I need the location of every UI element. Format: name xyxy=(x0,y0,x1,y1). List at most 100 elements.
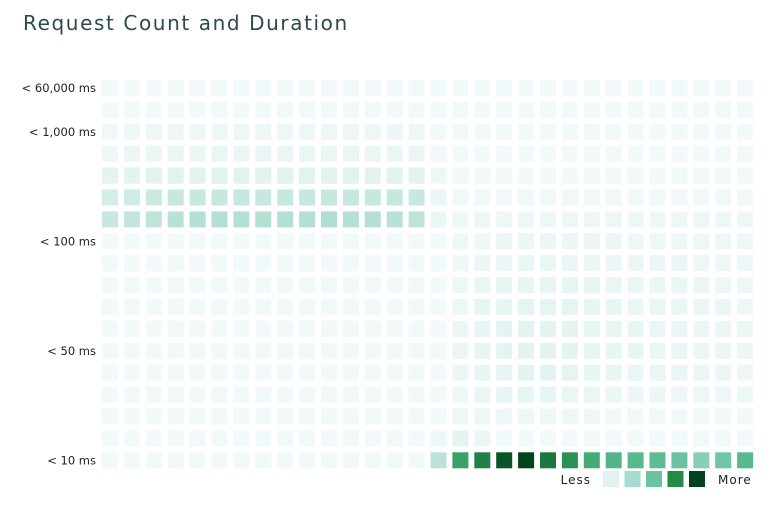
heatmap-cell xyxy=(474,320,491,337)
heatmap-cell xyxy=(496,364,513,381)
heatmap-cell xyxy=(561,80,578,96)
heatmap-cell xyxy=(167,123,184,140)
heatmap-cell xyxy=(277,386,294,403)
heatmap-cell xyxy=(540,386,556,403)
heatmap-cell xyxy=(737,386,754,403)
legend-more-label: More xyxy=(718,473,752,487)
heatmap-cell xyxy=(408,408,425,425)
heatmap-cell xyxy=(496,255,513,272)
heatmap-cell xyxy=(561,364,578,381)
heatmap-cell xyxy=(211,233,228,250)
heatmap-cell xyxy=(605,452,622,469)
heatmap-cell xyxy=(211,211,228,228)
heatmap-cell xyxy=(145,233,162,250)
heatmap-cell xyxy=(540,277,556,294)
heatmap-cell xyxy=(408,364,425,381)
heatmap-cell xyxy=(342,299,359,315)
heatmap-cell xyxy=(715,145,732,162)
heatmap-cell xyxy=(496,189,513,206)
heatmap-cell xyxy=(189,364,206,381)
heatmap-cell xyxy=(583,80,600,96)
heatmap-cell xyxy=(277,211,294,228)
heatmap-cell xyxy=(299,408,316,425)
heatmap-cell xyxy=(474,452,491,469)
heatmap-cell xyxy=(627,364,644,381)
heatmap-cell xyxy=(627,342,644,359)
heatmap-cell xyxy=(233,408,250,425)
heatmap-cell xyxy=(474,430,491,447)
heatmap-cell xyxy=(605,167,622,184)
heatmap-cell xyxy=(364,299,381,315)
heatmap-cell xyxy=(102,233,118,250)
heatmap-cell xyxy=(540,233,556,250)
heatmap-cell xyxy=(474,364,491,381)
heatmap-cell xyxy=(561,452,578,469)
heatmap-cell xyxy=(583,123,600,140)
heatmap-cell xyxy=(123,80,140,96)
heatmap-cell xyxy=(430,277,447,294)
heatmap-cell xyxy=(671,123,688,140)
heatmap-cell xyxy=(364,101,381,118)
heatmap-cell xyxy=(452,430,469,447)
heatmap-cell xyxy=(408,277,425,294)
heatmap-cell xyxy=(277,167,294,184)
heatmap-cell xyxy=(715,320,732,337)
heatmap-cell xyxy=(211,145,228,162)
heatmap-cell xyxy=(583,364,600,381)
heatmap-cell xyxy=(671,408,688,425)
heatmap-cell xyxy=(277,255,294,272)
heatmap-cell xyxy=(540,342,556,359)
heatmap-cell xyxy=(518,408,535,425)
heatmap-cell xyxy=(211,320,228,337)
heatmap-cell xyxy=(321,364,337,381)
heatmap-cell xyxy=(211,299,228,315)
heatmap-cell xyxy=(474,408,491,425)
heatmap-cell xyxy=(145,80,162,96)
heatmap-cell xyxy=(452,123,469,140)
heatmap-cell xyxy=(299,123,316,140)
heatmap-cell xyxy=(715,80,732,96)
heatmap-cell xyxy=(167,277,184,294)
heatmap-cell xyxy=(518,386,535,403)
heatmap-cell xyxy=(518,211,535,228)
heatmap-cell xyxy=(167,189,184,206)
heatmap-cell xyxy=(342,320,359,337)
heatmap-cell xyxy=(671,80,688,96)
heatmap-cell xyxy=(364,320,381,337)
heatmap-cell xyxy=(386,430,403,447)
heatmap-cell xyxy=(540,452,556,469)
heatmap-cell xyxy=(649,386,666,403)
heatmap-cell xyxy=(671,277,688,294)
heatmap-cell xyxy=(167,452,184,469)
heatmap-cell xyxy=(671,145,688,162)
heatmap-cell xyxy=(342,430,359,447)
heatmap-cell xyxy=(277,342,294,359)
heatmap-cell xyxy=(189,408,206,425)
heatmap-cell xyxy=(321,167,337,184)
heatmap-cell xyxy=(255,430,272,447)
heatmap-cell xyxy=(671,189,688,206)
heatmap-cell xyxy=(561,167,578,184)
heatmap-cell xyxy=(233,342,250,359)
heatmap-cell xyxy=(299,342,316,359)
heatmap-cell xyxy=(321,299,337,315)
heatmap-cell xyxy=(364,452,381,469)
heatmap-cell xyxy=(102,452,118,469)
heatmap-cell xyxy=(277,430,294,447)
heatmap-cell xyxy=(518,233,535,250)
heatmap-cell xyxy=(715,277,732,294)
heatmap-cell xyxy=(277,320,294,337)
heatmap-cell xyxy=(474,167,491,184)
heatmap-cell xyxy=(627,452,644,469)
heatmap-cell xyxy=(561,145,578,162)
heatmap-cell xyxy=(518,320,535,337)
heatmap-cell xyxy=(693,277,710,294)
heatmap-cell xyxy=(211,386,228,403)
heatmap-cell xyxy=(605,255,622,272)
heatmap-cell xyxy=(518,452,535,469)
heatmap-cell xyxy=(715,364,732,381)
heatmap-cell xyxy=(342,101,359,118)
heatmap-cell xyxy=(671,255,688,272)
heatmap-cell xyxy=(211,101,228,118)
heatmap-cell xyxy=(627,386,644,403)
